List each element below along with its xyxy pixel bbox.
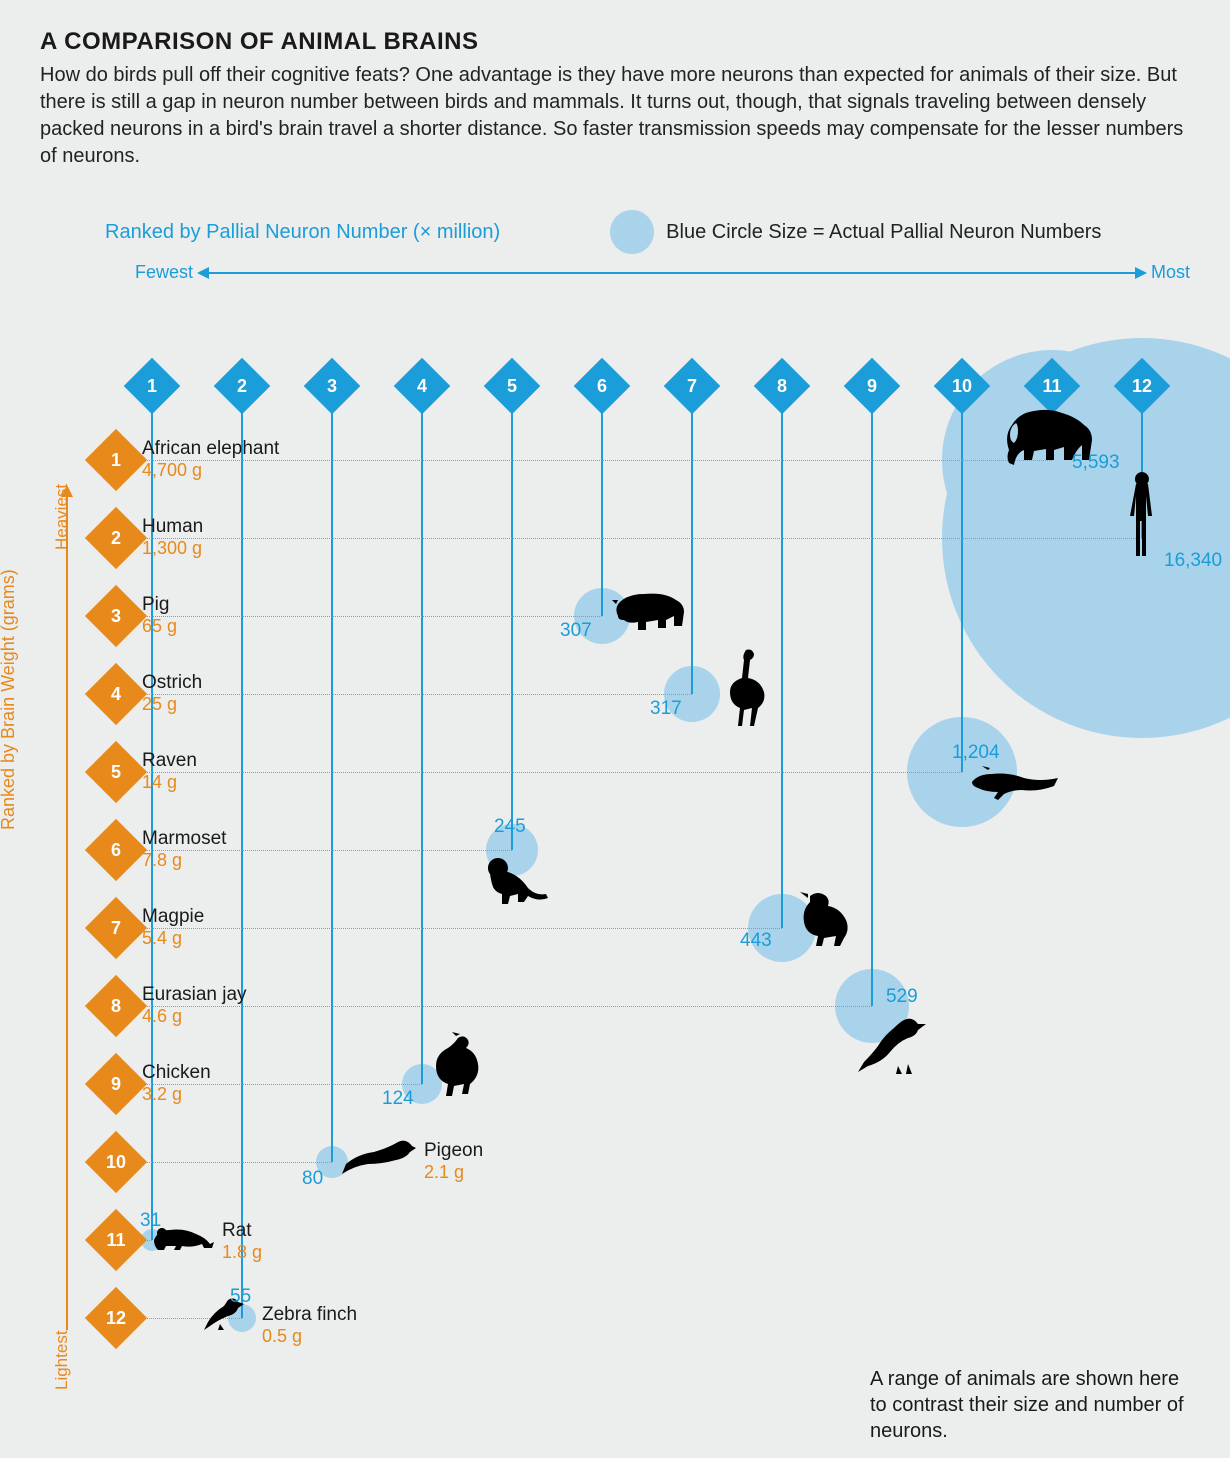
vertical-gridline: [871, 392, 873, 1006]
weight-rank-number: 6: [94, 828, 138, 872]
neuron-value: 307: [560, 620, 592, 642]
animal-name: Chicken: [142, 1062, 211, 1084]
x-axis-label: Ranked by Pallial Neuron Number (× milli…: [105, 221, 500, 244]
chart-area: Ranked by Brain Weight (grams) Heaviest …: [40, 330, 1190, 1410]
animal-label: Pigeon2.1 g: [424, 1140, 483, 1183]
animal-label: Ostrich25 g: [142, 672, 202, 715]
animal-label: Human1,300 g: [142, 516, 203, 559]
animal-weight: 5.4 g: [142, 928, 204, 949]
scale-arrow-icon: [205, 272, 1139, 274]
animal-weight: 65 g: [142, 616, 177, 637]
vertical-gridline: [331, 392, 333, 1162]
animal-weight: 25 g: [142, 694, 202, 715]
neuron-value: 317: [650, 698, 682, 720]
neuron-value: 55: [230, 1286, 251, 1308]
animal-weight: 4.6 g: [142, 1006, 247, 1027]
vertical-gridline: [691, 392, 693, 694]
vertical-gridline: [781, 392, 783, 928]
legend-circle-icon: [610, 210, 654, 254]
animal-name: Zebra finch: [262, 1304, 357, 1326]
animal-weight: 4,700 g: [142, 460, 279, 481]
animal-name: Eurasian jay: [142, 984, 247, 1006]
pig-icon: [610, 586, 688, 634]
page-title: A COMPARISON OF ANIMAL BRAINS: [40, 28, 1190, 56]
y-arrow-icon: [66, 495, 68, 1330]
animal-name: Rat: [222, 1220, 262, 1242]
animal-name: Pigeon: [424, 1140, 483, 1162]
animal-name: Ostrich: [142, 672, 202, 694]
weight-rank-number: 10: [94, 1140, 138, 1184]
neuron-value: 529: [886, 986, 918, 1008]
vertical-gridline: [241, 392, 243, 1318]
animal-label: Rat1.8 g: [222, 1220, 262, 1263]
weight-rank-number: 12: [94, 1296, 138, 1340]
animal-weight: 7.8 g: [142, 850, 226, 871]
animal-weight: 14 g: [142, 772, 197, 793]
human-icon: [1122, 466, 1162, 561]
chicken-icon: [426, 1032, 484, 1100]
scale-most-label: Most: [1151, 262, 1190, 283]
horizontal-gridline: [138, 1162, 332, 1163]
animal-name: Marmoset: [142, 828, 226, 850]
animal-label: Raven14 g: [142, 750, 197, 793]
animal-weight: 2.1 g: [424, 1162, 483, 1183]
weight-rank-number: 5: [94, 750, 138, 794]
vertical-gridline: [421, 392, 423, 1084]
animal-weight: 0.5 g: [262, 1326, 357, 1347]
horizontal-gridline: [138, 772, 962, 773]
bird2-icon: [854, 1014, 932, 1076]
weight-rank-number: 1: [94, 438, 138, 482]
marmoset-icon: [480, 848, 552, 906]
raven-icon: [968, 760, 1063, 802]
pigeon-icon: [338, 1136, 418, 1178]
intro-text: How do birds pull off their cognitive fe…: [40, 62, 1190, 170]
neuron-value: 5,593: [1072, 452, 1120, 474]
animal-label: Eurasian jay4.6 g: [142, 984, 247, 1027]
neuron-value: 443: [740, 930, 772, 952]
animal-label: Magpie5.4 g: [142, 906, 204, 949]
ostrich-icon: [702, 646, 772, 731]
scale-fewest-label: Fewest: [135, 262, 193, 283]
animal-label: African elephant4,700 g: [142, 438, 279, 481]
neuron-value: 31: [140, 1210, 161, 1232]
neuron-value: 124: [382, 1088, 414, 1110]
animal-label: Marmoset7.8 g: [142, 828, 226, 871]
weight-rank-number: 3: [94, 594, 138, 638]
animal-name: Raven: [142, 750, 197, 772]
vertical-gridline: [961, 392, 963, 772]
neuron-value: 80: [302, 1168, 323, 1190]
legend-circle-label: Blue Circle Size = Actual Pallial Neuron…: [666, 221, 1101, 244]
horizontal-gridline: [138, 694, 692, 695]
horizontal-gridline: [138, 538, 1142, 539]
animal-name: Human: [142, 516, 203, 538]
animal-name: Pig: [142, 594, 177, 616]
weight-rank-number: 8: [94, 984, 138, 1028]
weight-rank-number: 4: [94, 672, 138, 716]
animal-name: African elephant: [142, 438, 279, 460]
animal-label: Zebra finch0.5 g: [262, 1304, 357, 1347]
animal-name: Magpie: [142, 906, 204, 928]
neuron-value: 1,204: [952, 742, 1000, 764]
animal-label: Chicken3.2 g: [142, 1062, 211, 1105]
weight-rank-number: 7: [94, 906, 138, 950]
weight-rank-number: 11: [94, 1218, 138, 1262]
animal-label: Pig65 g: [142, 594, 177, 637]
y-lightest-label: Lightest: [52, 1330, 72, 1390]
corner-note: A range of animals are shown here to con…: [870, 1366, 1200, 1444]
horizontal-gridline: [138, 616, 602, 617]
neuron-value: 245: [494, 816, 526, 838]
horizontal-gridline: [138, 928, 782, 929]
y-axis-label: Ranked by Brain Weight (grams): [0, 569, 19, 830]
vertical-gridline: [601, 392, 603, 616]
bird1-icon: [790, 888, 862, 950]
horizontal-gridline: [138, 1006, 872, 1007]
weight-rank-number: 9: [94, 1062, 138, 1106]
animal-weight: 1.8 g: [222, 1242, 262, 1263]
animal-weight: 3.2 g: [142, 1084, 211, 1105]
neuron-value: 16,340: [1164, 550, 1222, 572]
animal-weight: 1,300 g: [142, 538, 203, 559]
weight-rank-number: 2: [94, 516, 138, 560]
